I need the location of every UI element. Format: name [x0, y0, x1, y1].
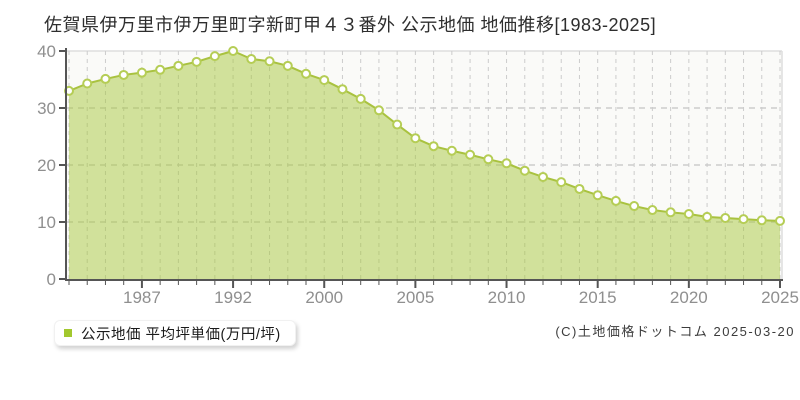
data-point[interactable] [228, 46, 239, 56]
price-trend-chart: 0 10 20 30 40 1987 1992 2000 2005 2010 2015 2020 202… [37, 42, 799, 307]
data-point[interactable] [756, 215, 767, 226]
data-point[interactable] [410, 133, 421, 144]
data-point[interactable] [428, 141, 439, 152]
data-point[interactable] [446, 145, 457, 156]
data-point[interactable] [483, 154, 494, 165]
data-points [64, 46, 785, 226]
y-tick-labels: 0 10 20 30 40 [37, 42, 65, 289]
price-line [68, 50, 781, 222]
svg-text:2020: 2020 [670, 288, 708, 307]
svg-text:1992: 1992 [214, 288, 252, 307]
data-point[interactable] [775, 215, 785, 226]
data-point[interactable] [118, 69, 129, 80]
copyright-text: (C)土地価格ドットコム 2025-03-20 [555, 324, 795, 339]
data-point[interactable] [501, 158, 512, 169]
svg-text:0: 0 [47, 270, 56, 289]
data-point[interactable] [82, 78, 93, 89]
data-point[interactable] [392, 119, 403, 130]
svg-text:2010: 2010 [488, 288, 526, 307]
svg-text:2000: 2000 [305, 288, 343, 307]
chart-title: 佐賀県伊万里市伊万里町字新町甲４３番外 公示地価 地価推移[1983-2025] [44, 15, 657, 35]
data-point[interactable] [337, 84, 348, 95]
svg-text:40: 40 [37, 42, 56, 61]
data-point[interactable] [319, 75, 330, 86]
data-point[interactable] [282, 60, 293, 71]
data-point[interactable] [136, 67, 147, 78]
data-point[interactable] [264, 56, 275, 67]
data-point[interactable] [574, 183, 585, 194]
data-point[interactable] [702, 211, 713, 222]
svg-text:30: 30 [37, 99, 56, 118]
data-point[interactable] [592, 190, 603, 201]
svg-text:2025: 2025 [761, 288, 799, 307]
data-point[interactable] [738, 214, 749, 225]
x-tick-labels: 1987 1992 2000 2005 2010 2015 2020 2025 [68, 281, 799, 307]
data-point[interactable] [191, 56, 202, 67]
data-point[interactable] [647, 205, 658, 216]
svg-text:1987: 1987 [123, 288, 161, 307]
legend: 公示地価 平均坪単価(万円/坪) [54, 320, 296, 346]
price-area [69, 51, 780, 279]
legend-marker-icon [64, 329, 72, 337]
data-point[interactable] [355, 93, 366, 104]
svg-text:2015: 2015 [579, 288, 617, 307]
svg-text:20: 20 [37, 156, 56, 175]
data-point[interactable] [209, 51, 220, 62]
data-point[interactable] [683, 209, 694, 220]
data-point[interactable] [720, 213, 731, 224]
data-point[interactable] [373, 105, 384, 116]
data-point[interactable] [155, 64, 166, 75]
data-point[interactable] [519, 165, 530, 176]
svg-text:2005: 2005 [396, 288, 434, 307]
data-point[interactable] [465, 149, 476, 160]
data-point[interactable] [173, 60, 184, 71]
svg-text:10: 10 [37, 213, 56, 232]
data-point[interactable] [100, 73, 111, 84]
data-point[interactable] [246, 53, 257, 64]
data-point[interactable] [665, 207, 676, 218]
data-point[interactable] [556, 177, 567, 188]
data-point[interactable] [610, 195, 621, 206]
data-point[interactable] [301, 68, 311, 79]
data-point[interactable] [629, 201, 640, 212]
legend-label: 公示地価 平均坪単価(万円/坪) [81, 326, 281, 343]
data-point[interactable] [538, 171, 548, 182]
